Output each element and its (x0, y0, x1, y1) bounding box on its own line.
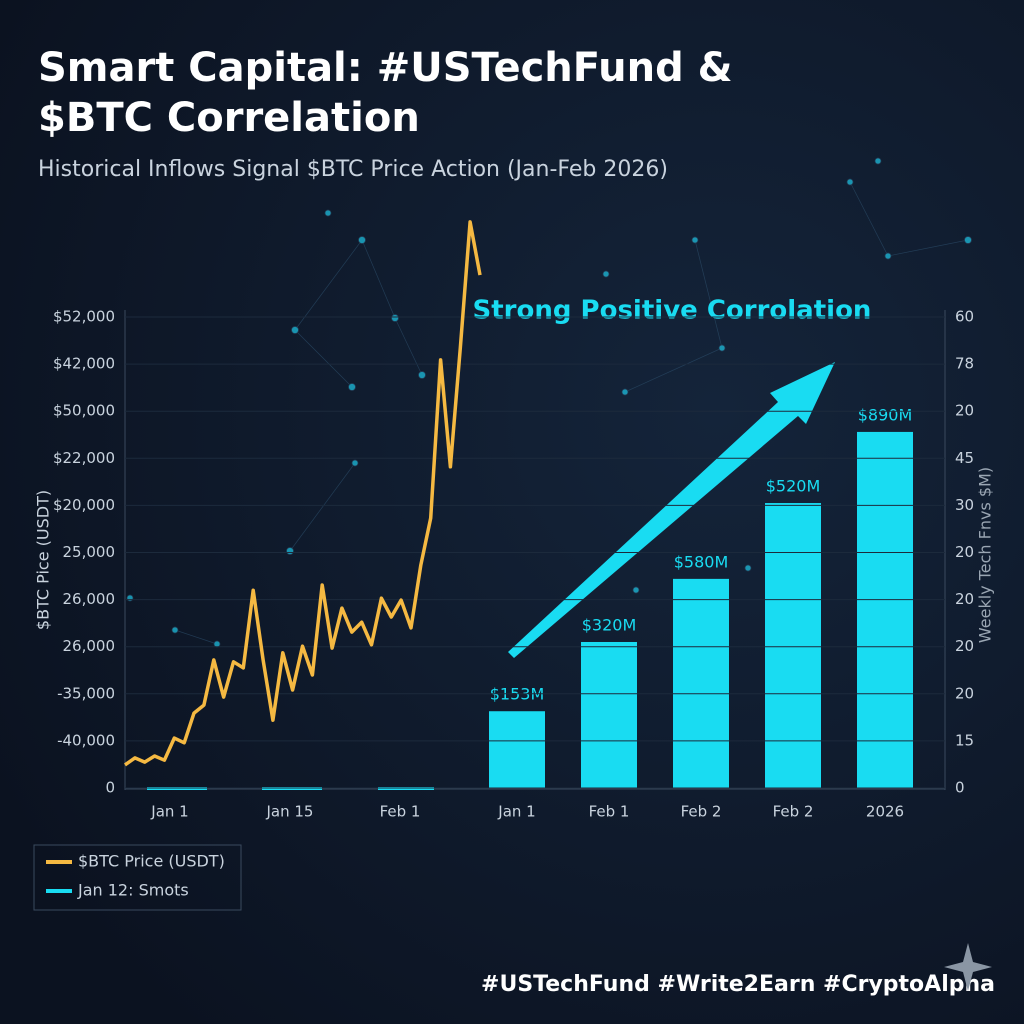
bar (489, 711, 545, 788)
y-tick-label: 25,000 (63, 543, 116, 561)
bar (765, 503, 821, 788)
y2-axis-label: Weekly Tech Fnvs $M) (976, 467, 995, 643)
network-decoration (126, 157, 972, 648)
footer-hashtags: #USTechFund #Write2Earn #CryptoAlpha (481, 972, 995, 997)
y-tick-label: $42,000 (53, 355, 115, 373)
y-tick-label: $52,000 (53, 308, 115, 326)
sparkle-icon (944, 943, 992, 991)
y2-tick-label: 20 (955, 637, 974, 655)
y-tick-label: $50,000 (53, 402, 115, 420)
y-tick-label: 26,000 (63, 590, 116, 608)
bar-label: $890M (858, 405, 913, 424)
y-tick-label: 0 (105, 779, 115, 797)
y2-tick-label: 20 (955, 402, 974, 420)
title-line: $BTC Correlation (38, 95, 420, 141)
y-tick-label: $20,000 (53, 496, 115, 514)
y2-tick-label: 20 (955, 684, 974, 702)
bar-label: $520M (766, 477, 821, 496)
y2-tick-label: 15 (955, 731, 974, 749)
price-line (123, 220, 482, 767)
y2-tick-label: 45 (955, 449, 974, 467)
x-tick-label: Jan 1 (497, 803, 535, 821)
subtitle: Historical Inflows Signal $BTC Price Act… (38, 157, 668, 182)
bar (581, 641, 637, 788)
y-tick-label: -35,000 (57, 684, 115, 702)
x-tick-label: Feb 1 (380, 803, 421, 821)
y-tick-label: 26,000 (63, 637, 116, 655)
y2-tick-label: 0 (955, 779, 965, 797)
title-line: Smart Capital: #USTechFund & (38, 45, 733, 91)
bar (673, 578, 729, 788)
x-tick-label: 2026 (866, 803, 904, 821)
legend-label: $BTC Price (USDT) (78, 852, 225, 871)
x-tick-label: Feb 2 (681, 803, 722, 821)
y2-tick-label: 20 (955, 543, 974, 561)
y2-tick-label: 30 (955, 496, 974, 514)
y-tick-label: -40,000 (57, 731, 115, 749)
y-axis-label: $BTC Pice (USDT) (34, 490, 53, 630)
y2-tick-label: 60 (955, 308, 974, 326)
legend-box (33, 844, 242, 911)
legend-label: Jan 12: Smots (77, 881, 189, 900)
x-tick-label: Feb 1 (589, 803, 630, 821)
x-tick-label: Jan 1 (150, 803, 188, 821)
y-tick-label: $22,000 (53, 449, 115, 467)
x-tick-label: Jan 15 (266, 803, 314, 821)
trend-arrow (508, 362, 835, 658)
bar-label: $320M (582, 615, 637, 634)
bar (857, 431, 913, 788)
annotation: Strong Positive Corrolation (473, 296, 872, 326)
bar-label: $580M (674, 552, 729, 571)
x-tick-label: Feb 2 (773, 803, 814, 821)
y2-tick-label: 78 (955, 355, 974, 373)
y2-tick-label: 20 (955, 590, 974, 608)
